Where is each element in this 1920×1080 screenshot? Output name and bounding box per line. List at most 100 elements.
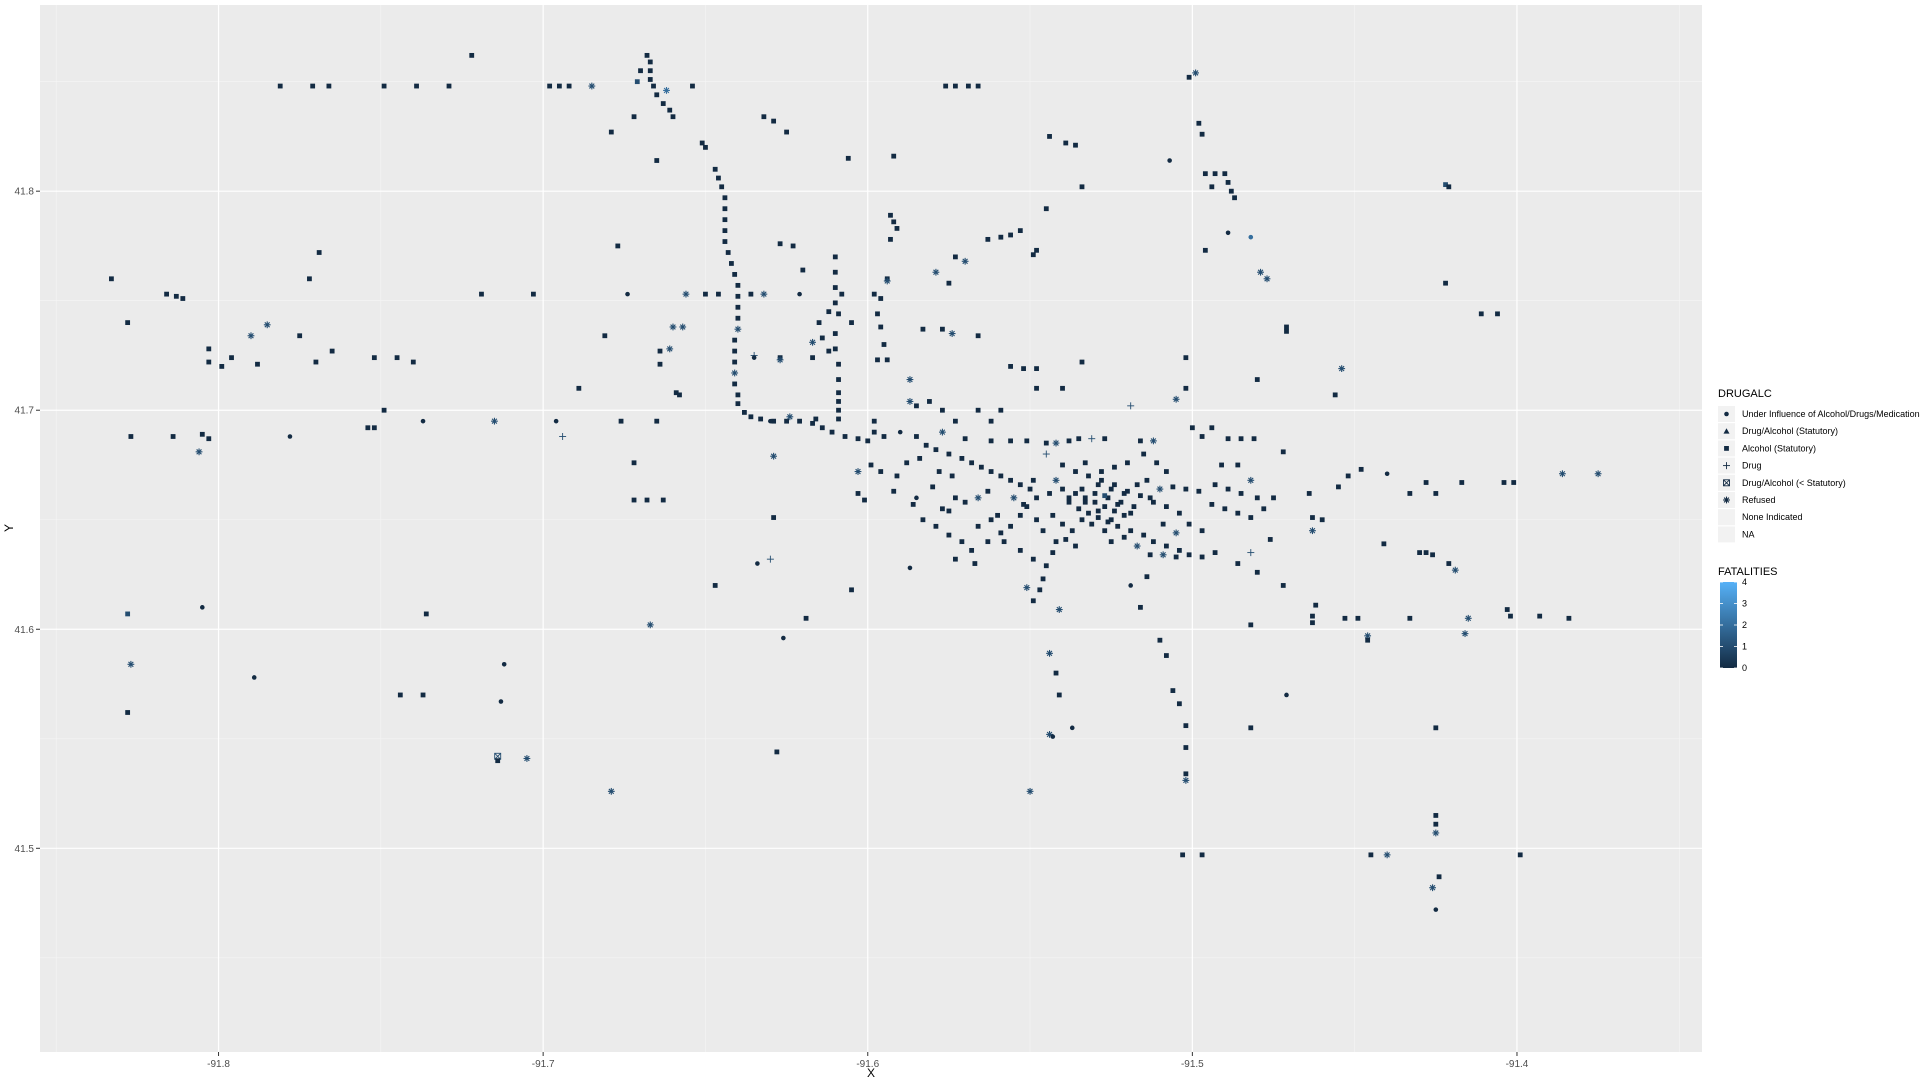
data-point xyxy=(1099,469,1104,474)
data-point xyxy=(1001,539,1007,545)
data-point xyxy=(1433,907,1439,912)
data-point xyxy=(1176,701,1182,707)
shape-legend: DRUGALC Under Influence of Alcohol/Drugs… xyxy=(1718,388,1920,543)
data-point xyxy=(933,523,939,529)
data-point xyxy=(1309,527,1316,535)
data-point xyxy=(1186,74,1192,80)
data-point xyxy=(1196,488,1202,494)
data-point xyxy=(906,376,914,383)
data-point xyxy=(326,83,332,89)
data-point xyxy=(1073,543,1078,549)
data-point xyxy=(962,499,968,505)
data-point xyxy=(1034,385,1039,391)
data-point xyxy=(206,359,212,365)
data-point xyxy=(1024,438,1030,444)
data-point xyxy=(316,250,322,255)
data-point xyxy=(1338,365,1346,373)
data-point xyxy=(559,433,567,441)
color-legend-bar xyxy=(1720,582,1737,668)
data-point xyxy=(566,83,572,89)
data-point xyxy=(832,254,838,260)
data-point xyxy=(940,407,945,413)
data-point xyxy=(1358,466,1364,472)
data-point xyxy=(1030,477,1036,483)
data-point xyxy=(836,407,841,413)
data-point xyxy=(1147,495,1153,501)
data-point xyxy=(1433,813,1439,818)
data-point xyxy=(247,332,255,340)
data-point xyxy=(1225,436,1231,442)
data-point xyxy=(1202,247,1208,253)
data-point xyxy=(871,429,877,435)
data-point xyxy=(1053,539,1059,545)
data-point xyxy=(1008,438,1013,444)
data-point xyxy=(1235,462,1241,468)
data-point xyxy=(813,416,819,422)
x-tick-label: -91.4 xyxy=(1506,1059,1529,1070)
data-point xyxy=(1566,615,1572,621)
data-point xyxy=(952,495,958,501)
data-point xyxy=(914,495,919,501)
data-point xyxy=(523,755,531,762)
data-point xyxy=(1133,542,1141,550)
data-point xyxy=(1066,495,1072,501)
data-point xyxy=(855,436,861,442)
data-point xyxy=(690,83,695,89)
data-point xyxy=(1248,515,1254,520)
data-point xyxy=(881,434,887,439)
data-point xyxy=(1381,541,1387,547)
legend-key-bg xyxy=(1718,509,1735,526)
data-point xyxy=(854,468,862,475)
data-point xyxy=(1433,725,1439,731)
data-point xyxy=(229,355,234,361)
data-point xyxy=(1235,561,1241,566)
data-point xyxy=(1047,134,1052,139)
data-point xyxy=(180,296,186,301)
data-point xyxy=(914,434,919,439)
data-point xyxy=(679,323,687,331)
data-point xyxy=(1313,602,1319,608)
color-legend-label: 3 xyxy=(1742,599,1747,609)
data-point xyxy=(1310,613,1315,619)
data-point xyxy=(547,83,553,89)
legend-key-symbol xyxy=(1723,462,1730,470)
color-legend-label: 0 xyxy=(1742,663,1747,673)
data-point xyxy=(1183,745,1189,750)
data-point xyxy=(939,428,946,436)
data-point xyxy=(651,83,656,89)
data-point xyxy=(1034,366,1039,372)
data-point xyxy=(703,144,708,150)
data-point xyxy=(310,83,316,89)
data-point xyxy=(1365,637,1371,643)
data-point xyxy=(1063,140,1069,146)
data-point xyxy=(1172,395,1180,403)
data-point xyxy=(1079,359,1085,365)
data-point xyxy=(732,337,738,343)
data-point xyxy=(394,355,400,361)
grid-major xyxy=(40,5,1702,1052)
data-point xyxy=(930,484,936,490)
data-point xyxy=(631,114,637,120)
data-point xyxy=(810,420,815,426)
data-point xyxy=(677,392,682,398)
data-point xyxy=(660,101,666,106)
data-point xyxy=(758,416,764,422)
data-point xyxy=(1280,583,1286,588)
data-point xyxy=(1183,486,1189,492)
data-point xyxy=(1108,539,1114,545)
data-point xyxy=(1594,470,1602,478)
data-point xyxy=(469,52,475,58)
y-tick-label: 41.7 xyxy=(15,406,35,417)
data-point xyxy=(1446,561,1452,566)
data-point xyxy=(479,291,484,297)
data-point xyxy=(1102,504,1108,509)
data-point xyxy=(501,662,507,667)
data-point xyxy=(776,356,784,364)
data-point xyxy=(1008,523,1013,529)
data-point xyxy=(948,330,956,337)
data-point xyxy=(1235,510,1241,516)
data-point xyxy=(1384,471,1390,477)
data-point xyxy=(1043,206,1049,212)
data-point xyxy=(1176,510,1182,516)
